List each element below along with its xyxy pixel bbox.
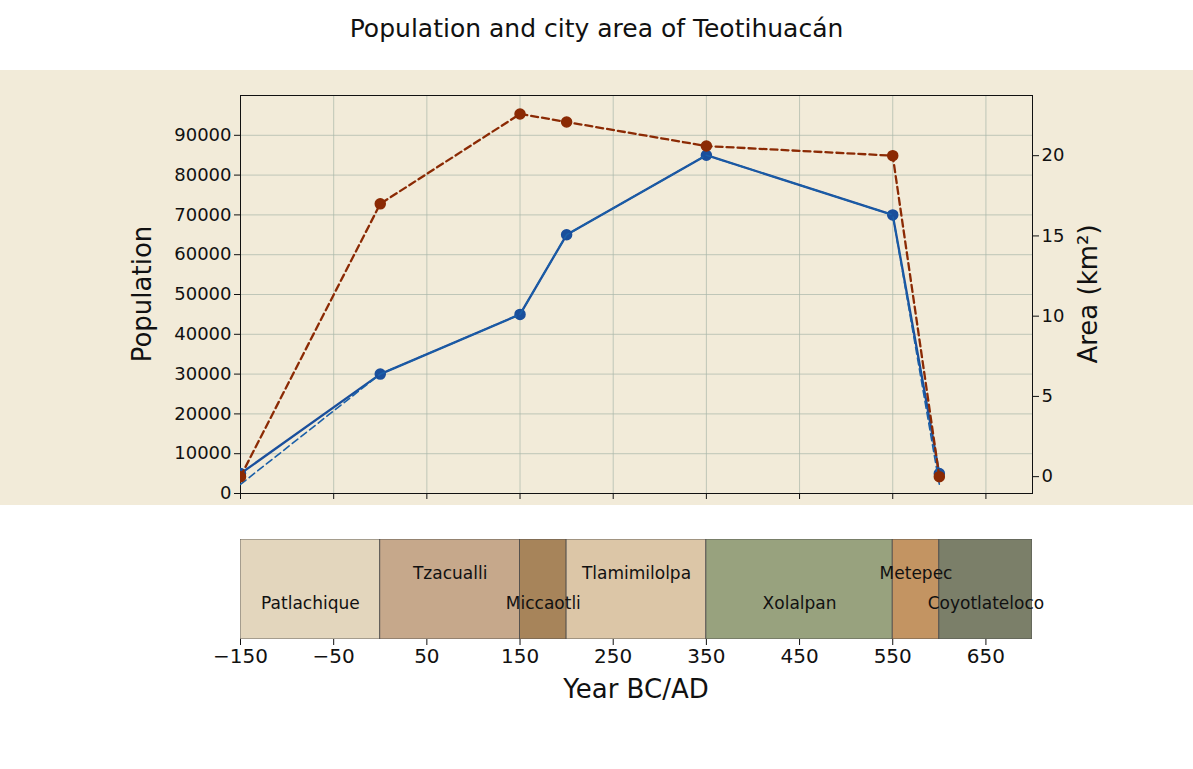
svg-text:60000: 60000 — [174, 243, 231, 264]
svg-text:Miccaotli: Miccaotli — [506, 593, 581, 613]
svg-text:0: 0 — [1042, 465, 1053, 486]
html-text:Population and city area of Te: Population and city area of Teotihuacán — [349, 14, 844, 43]
svg-text:90000: 90000 — [174, 124, 231, 145]
svg-text:70000: 70000 — [174, 204, 231, 225]
svg-text:Metepec: Metepec — [880, 563, 953, 583]
svg-text:550: 550 — [874, 644, 912, 668]
svg-text:Tlamimilolpa: Tlamimilolpa — [581, 563, 691, 583]
svg-text:450: 450 — [780, 644, 818, 668]
svg-text:40000: 40000 — [174, 323, 231, 344]
svg-text:80000: 80000 — [174, 164, 231, 185]
svg-text:5: 5 — [1042, 385, 1053, 406]
svg-text:10: 10 — [1042, 305, 1065, 326]
svg-text:Patlachique: Patlachique — [261, 593, 360, 613]
html-text:Population: Population — [127, 225, 157, 363]
svg-text:650: 650 — [967, 644, 1005, 668]
svg-text:Tzacualli: Tzacualli — [412, 563, 487, 583]
svg-text:50: 50 — [414, 644, 439, 668]
svg-text:30000: 30000 — [174, 363, 231, 384]
svg-text:10000: 10000 — [174, 442, 231, 463]
html-text:Area (km²): Area (km²) — [1073, 224, 1103, 364]
svg-text:150: 150 — [501, 644, 539, 668]
svg-text:350: 350 — [687, 644, 725, 668]
svg-text:−50: −50 — [313, 644, 355, 668]
svg-text:250: 250 — [594, 644, 632, 668]
svg-text:50000: 50000 — [174, 283, 231, 304]
svg-text:15: 15 — [1042, 225, 1065, 246]
svg-text:Xolalpan: Xolalpan — [763, 593, 837, 613]
svg-text:Coyotlateloco: Coyotlateloco — [928, 593, 1045, 613]
html-text:Year BC/AD: Year BC/AD — [563, 674, 709, 704]
svg-text:−150: −150 — [213, 644, 268, 668]
svg-text:20: 20 — [1042, 144, 1065, 165]
svg-text:20000: 20000 — [174, 403, 231, 424]
svg-text:0: 0 — [220, 482, 231, 503]
